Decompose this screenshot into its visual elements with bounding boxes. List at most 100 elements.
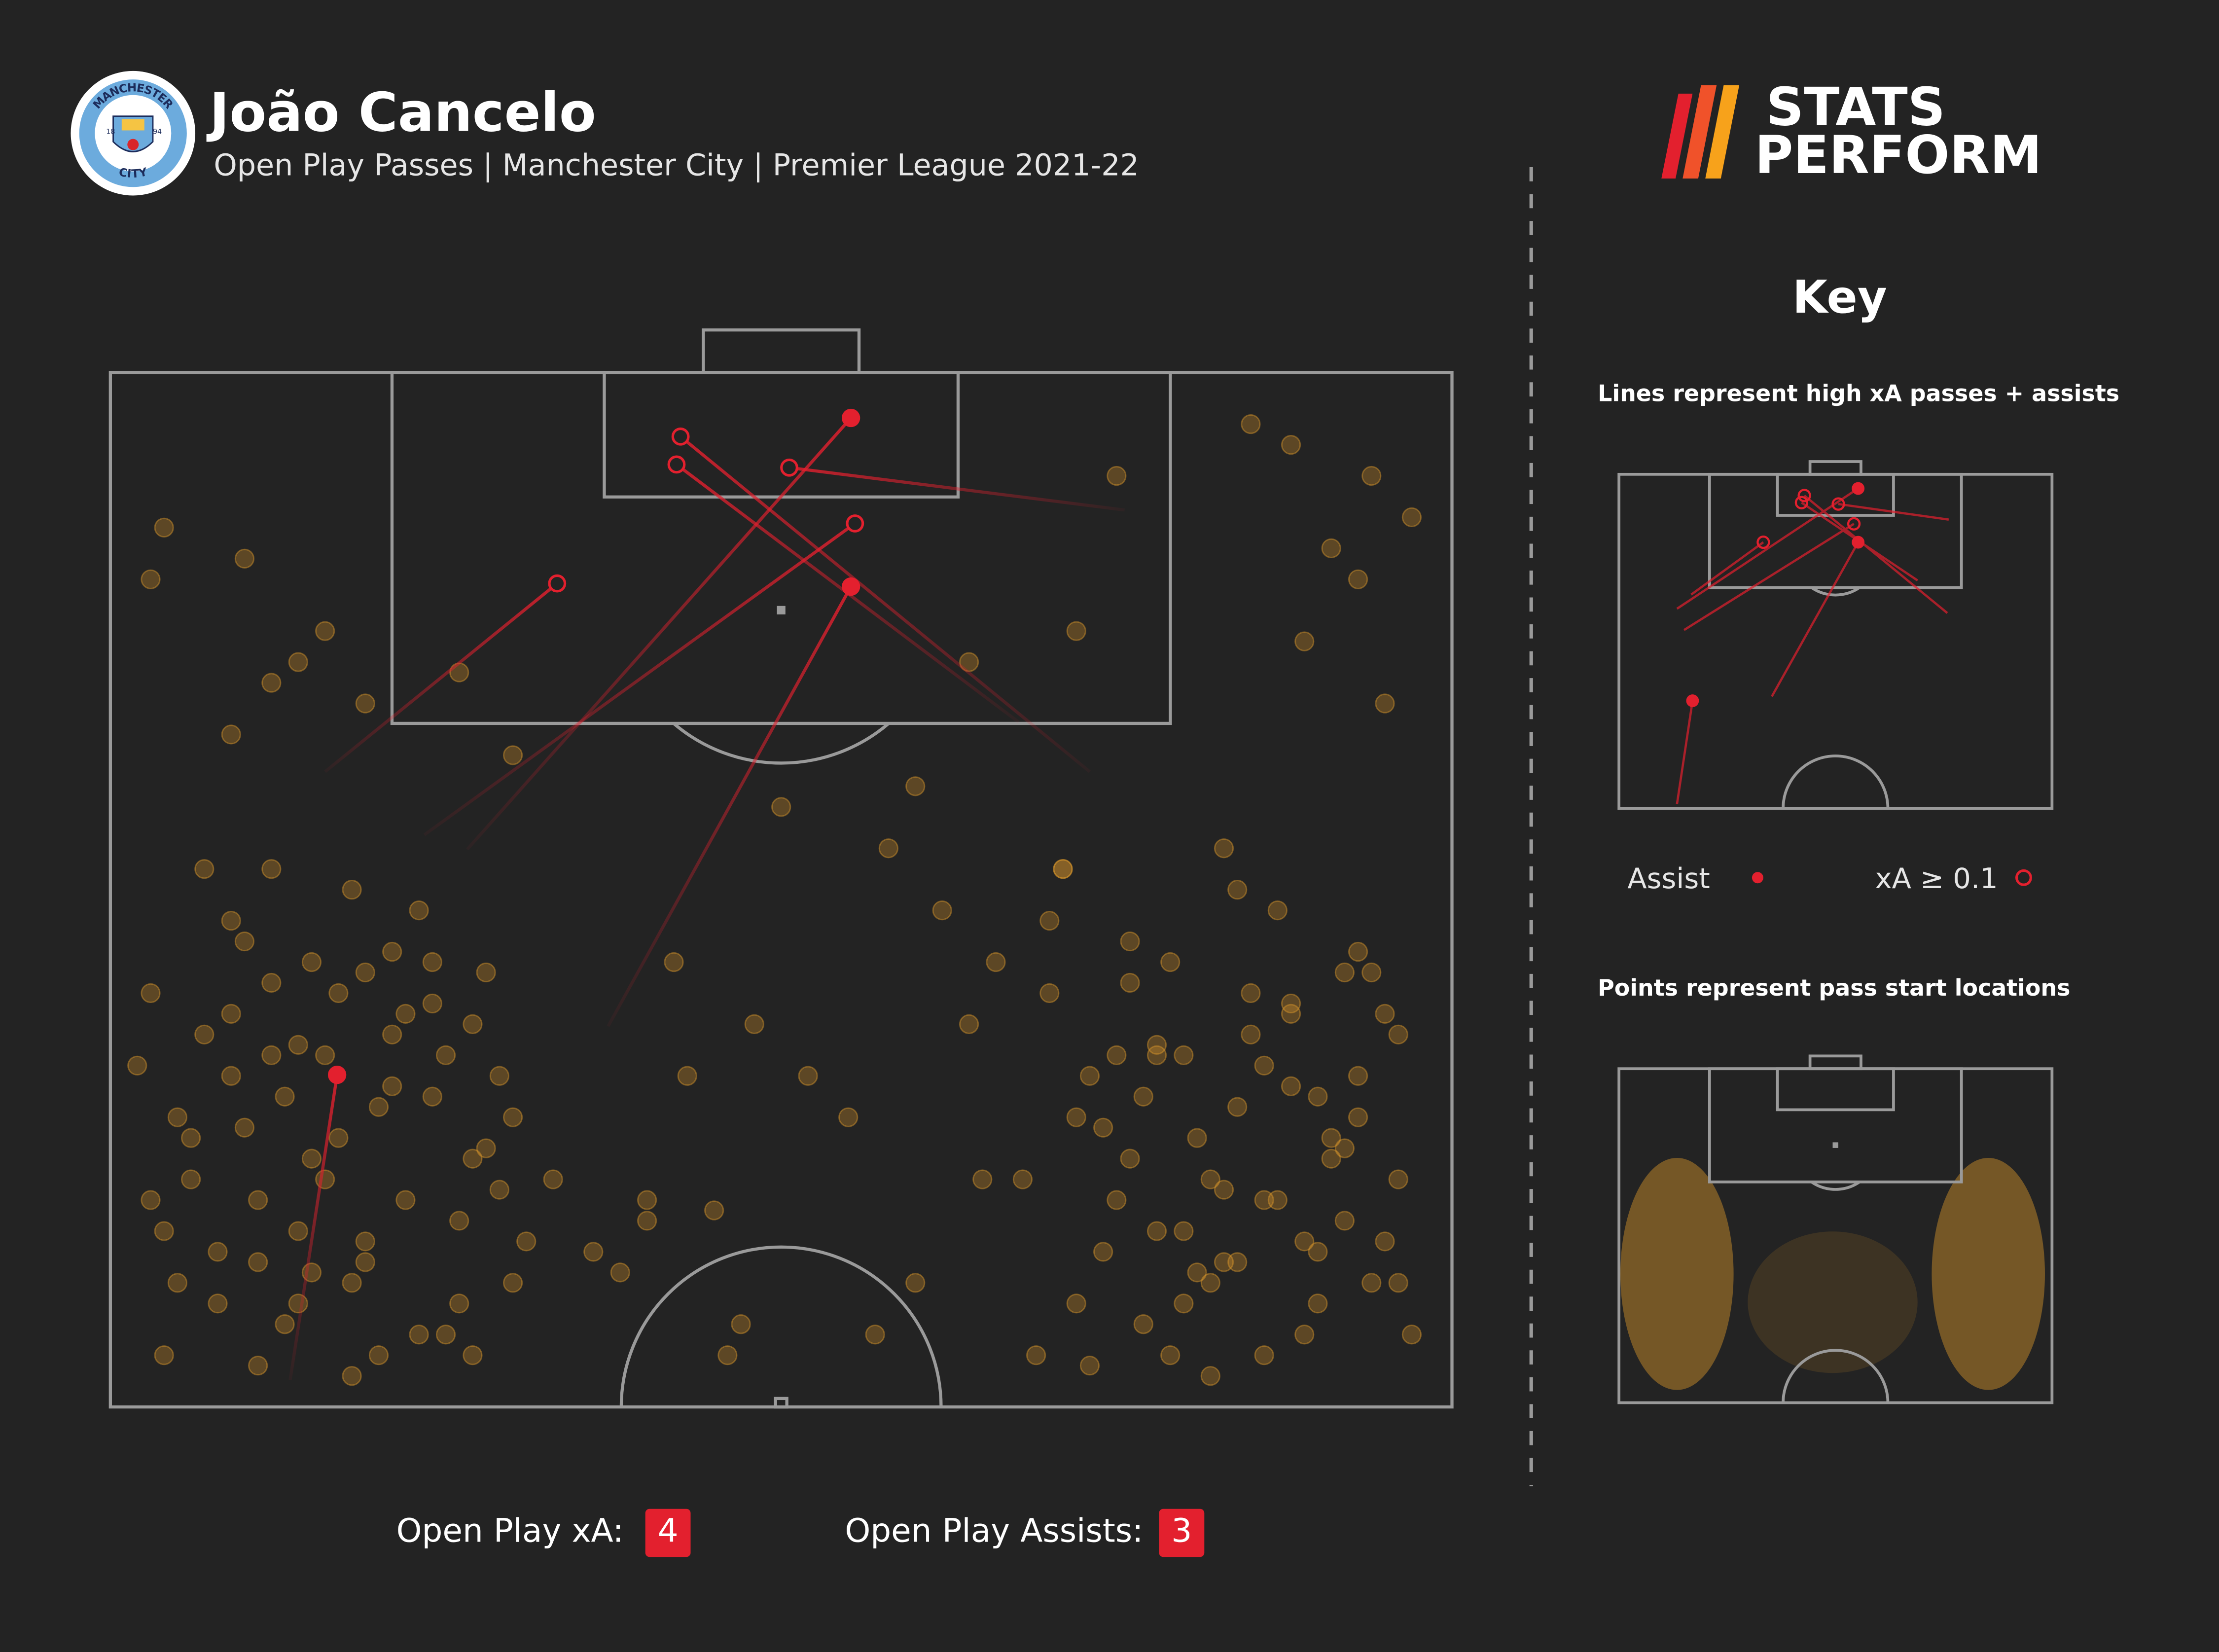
pass-start-point xyxy=(1066,1107,1086,1127)
pass-start-point xyxy=(141,983,161,1004)
pass-start-point xyxy=(275,1314,295,1334)
pass-start-point xyxy=(261,673,282,693)
pass-start-point xyxy=(838,1107,859,1127)
pass-start-point xyxy=(1174,1045,1194,1065)
pass-start-point xyxy=(1375,693,1395,714)
pass-start-point xyxy=(1079,1356,1100,1376)
badge-text: 94 xyxy=(153,128,162,136)
pass-start-point xyxy=(1133,1086,1153,1107)
pass-start-point xyxy=(1388,1169,1408,1189)
key-note: Points represent pass start locations xyxy=(1598,974,2070,1001)
pass-line xyxy=(680,435,1091,773)
pass-start-point xyxy=(1348,569,1368,589)
pass-start-point xyxy=(1348,1107,1368,1127)
pass-start-point xyxy=(382,941,402,962)
pass-start-point xyxy=(1294,1325,1315,1345)
assist-marker xyxy=(842,408,860,428)
xa-marker xyxy=(846,514,864,533)
pass-start-point xyxy=(409,1325,429,1345)
pass-start-point xyxy=(1093,1117,1113,1138)
pass-line xyxy=(607,585,853,1027)
pass-start-point xyxy=(368,1097,389,1117)
pass-start-point xyxy=(1294,631,1315,651)
pass-start-point xyxy=(167,1107,187,1127)
stat-box xyxy=(645,1508,691,1557)
pass-start-point xyxy=(1334,962,1355,983)
pass-start-point xyxy=(1187,1262,1207,1283)
pass-line xyxy=(288,1075,339,1381)
pass-start-point xyxy=(489,1066,509,1086)
pass-start-point xyxy=(449,662,469,682)
pass-start-point xyxy=(959,1014,979,1034)
pass-start-point xyxy=(1120,931,1140,952)
pass-start-point xyxy=(261,859,282,879)
pass-start-point xyxy=(972,1169,993,1189)
pass-start-point xyxy=(355,962,375,983)
pass-start-point xyxy=(288,652,308,672)
pass-start-point xyxy=(1214,838,1234,859)
pass-start-point xyxy=(1401,507,1422,527)
pass-start-point xyxy=(355,1252,375,1272)
pass-start-point xyxy=(1241,1024,1261,1044)
pass-line xyxy=(789,466,1125,512)
pass-start-point xyxy=(1267,1190,1288,1210)
pass-start-point xyxy=(905,776,926,796)
xa-marker xyxy=(671,427,690,446)
pass-start-point xyxy=(355,693,375,714)
pass-start-point xyxy=(435,1325,456,1345)
pass-start-point xyxy=(1066,621,1086,641)
pass-start-point xyxy=(1146,1221,1167,1241)
pass-start-point xyxy=(1281,1076,1301,1096)
pass-start-point xyxy=(368,1345,389,1365)
pass-start-point xyxy=(1200,1366,1220,1386)
pass-start-point xyxy=(704,1200,724,1221)
club-badge: MANCHESTER CITY 18 94 xyxy=(71,71,196,196)
pass-start-point xyxy=(449,1293,469,1314)
pass-line xyxy=(423,522,856,836)
stat-box xyxy=(1159,1508,1205,1557)
stat-label: Open Play Assists: xyxy=(845,1512,1143,1550)
pass-start-point xyxy=(1281,434,1301,455)
pass-start-point xyxy=(1039,983,1060,1004)
pass-start-point xyxy=(1361,962,1382,983)
pass-start-point xyxy=(1053,859,1073,879)
pass-start-point xyxy=(1160,1345,1181,1365)
pass-start-point xyxy=(141,1190,161,1210)
pass-start-point xyxy=(275,1086,295,1107)
pass-start-point xyxy=(449,1211,469,1231)
pass-start-point xyxy=(382,1076,402,1096)
pass-start-point xyxy=(382,1024,402,1044)
pass-start-point xyxy=(798,1066,818,1086)
pass-start-point xyxy=(1241,414,1261,434)
assist-marker xyxy=(327,1066,347,1084)
pass-start-point xyxy=(301,1149,322,1169)
pass-start-point xyxy=(221,1066,241,1086)
pass-start-point xyxy=(1241,983,1261,1004)
xa-marker xyxy=(667,455,686,474)
stat-label: Open Play xA: xyxy=(396,1512,624,1550)
pass-start-point xyxy=(422,952,442,972)
pass-start-point xyxy=(1107,1190,1127,1210)
pass-start-point xyxy=(1079,1066,1100,1086)
pass-start-point xyxy=(1334,1211,1355,1231)
key-note: Lines represent high xA passes + assists xyxy=(1598,380,2119,407)
pass-start-point xyxy=(422,993,442,1014)
pass-start-point xyxy=(637,1211,657,1231)
pass-start-point xyxy=(194,1024,215,1044)
pass-start-point xyxy=(1120,972,1140,993)
pass-start-point xyxy=(905,1273,926,1293)
pass-start-point xyxy=(1093,1242,1113,1262)
pass-start-point xyxy=(502,745,523,765)
pass-start-point xyxy=(328,1128,349,1148)
pass-start-point xyxy=(463,1345,483,1365)
pass-start-point xyxy=(1375,1231,1395,1252)
pass-start-point xyxy=(583,1242,604,1262)
pass-start-point xyxy=(664,952,684,972)
pass-start-point xyxy=(208,1242,228,1262)
pass-start-point xyxy=(1174,1221,1194,1241)
pass-start-point xyxy=(637,1190,657,1210)
pass-start-point xyxy=(1012,1169,1033,1189)
pass-start-point xyxy=(463,1014,483,1034)
badge-text: CITY xyxy=(118,166,149,180)
legend-marker xyxy=(1752,872,1763,884)
